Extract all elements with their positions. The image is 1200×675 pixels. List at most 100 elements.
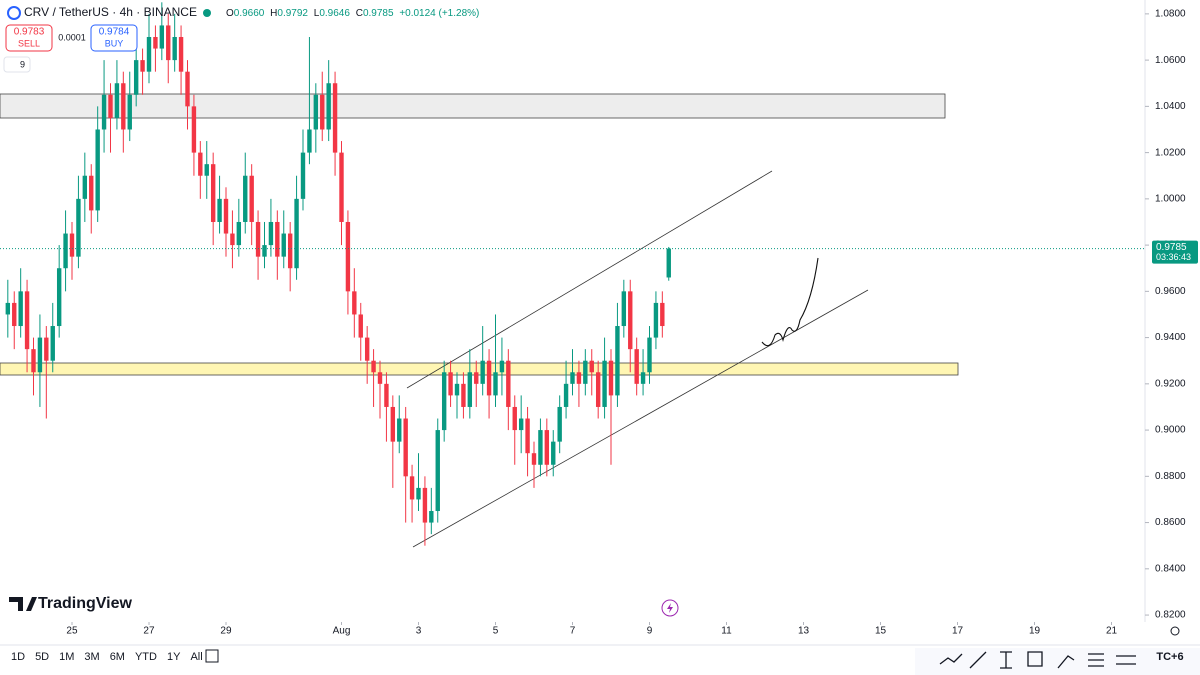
spread: 0.0001 bbox=[58, 32, 86, 42]
candle-body bbox=[429, 511, 434, 523]
candle-body bbox=[557, 406, 562, 442]
x-tick-label: 13 bbox=[798, 626, 810, 637]
countdown: 03:36:43 bbox=[1156, 252, 1191, 262]
candle-body bbox=[101, 94, 107, 130]
candle-body bbox=[153, 36, 158, 49]
x-tick-label: 7 bbox=[570, 626, 576, 637]
candle-body bbox=[602, 360, 607, 407]
candle-body bbox=[95, 129, 100, 211]
x-tick-label: 17 bbox=[952, 626, 964, 637]
candle-body bbox=[576, 372, 582, 384]
candle-body bbox=[525, 418, 530, 454]
candle-body bbox=[551, 441, 556, 465]
candle-body bbox=[660, 302, 665, 327]
candle-body bbox=[313, 94, 319, 130]
candle-body bbox=[326, 83, 331, 130]
candle-body bbox=[236, 221, 242, 246]
timezone[interactable]: TC+6 bbox=[1156, 651, 1183, 663]
last-price: 0.9785 bbox=[1156, 242, 1187, 253]
candle-body bbox=[89, 175, 94, 211]
candles bbox=[5, 2, 671, 546]
candle-body bbox=[474, 372, 479, 384]
settings-icon[interactable] bbox=[1170, 626, 1180, 636]
symbol-icon bbox=[7, 6, 21, 20]
indicator-count: 9 bbox=[20, 59, 25, 69]
candle-body bbox=[640, 372, 646, 384]
range-button[interactable]: 5D bbox=[35, 651, 49, 663]
candle-body bbox=[320, 94, 325, 130]
x-tick-label: 27 bbox=[143, 626, 155, 637]
candle-body bbox=[307, 129, 312, 153]
projection-sketch bbox=[761, 257, 819, 347]
candle-body bbox=[50, 326, 55, 361]
range-button[interactable]: 3M bbox=[84, 651, 99, 663]
range-button[interactable]: YTD bbox=[135, 651, 157, 663]
c-label: C bbox=[356, 8, 363, 19]
candle-body bbox=[480, 360, 485, 384]
date-range-icon[interactable] bbox=[205, 649, 219, 663]
range-button[interactable]: All bbox=[190, 651, 202, 663]
l-value: 0.9646 bbox=[319, 8, 350, 19]
candle-body bbox=[114, 83, 120, 118]
candle-body bbox=[531, 453, 537, 465]
candle-body bbox=[499, 360, 505, 373]
candle-body bbox=[82, 175, 88, 199]
x-tick-label: 21 bbox=[1106, 626, 1118, 637]
candle-body bbox=[653, 302, 659, 338]
y-tick-label: 1.0400 bbox=[1155, 101, 1186, 112]
range-button[interactable]: 6M bbox=[110, 651, 125, 663]
event-bolt bbox=[667, 603, 673, 613]
tool-icons[interactable] bbox=[939, 651, 1136, 669]
y-tick-label: 0.9600 bbox=[1155, 286, 1186, 297]
y-tick-label: 0.8600 bbox=[1155, 517, 1186, 528]
candle-body bbox=[121, 83, 126, 130]
y-tick-label: 0.9200 bbox=[1155, 378, 1186, 389]
x-tick-label: 11 bbox=[721, 626, 732, 637]
brand: TradingView bbox=[38, 595, 133, 612]
candle-body bbox=[204, 164, 209, 176]
range-button[interactable]: 1M bbox=[59, 651, 74, 663]
sell-price: 0.9783 bbox=[14, 27, 45, 38]
range-button[interactable]: 1D bbox=[11, 651, 25, 663]
candle-body bbox=[140, 60, 145, 72]
status-dot bbox=[203, 9, 211, 17]
candle-body bbox=[493, 372, 498, 396]
o-value: 0.9660 bbox=[234, 8, 265, 19]
y-tick-label: 1.0200 bbox=[1155, 147, 1186, 158]
candle-body bbox=[56, 268, 62, 327]
candle-body bbox=[454, 383, 460, 396]
channel-bottom bbox=[412, 289, 869, 548]
drawing-tools bbox=[915, 648, 1200, 675]
x-tick-label: 15 bbox=[875, 626, 887, 637]
candle-body bbox=[178, 36, 184, 72]
channel-top bbox=[406, 170, 773, 389]
sell-button[interactable] bbox=[5, 24, 53, 52]
y-tick-label: 1.0000 bbox=[1155, 193, 1186, 204]
buy-button[interactable] bbox=[90, 24, 138, 52]
y-tick-label: 0.8800 bbox=[1155, 471, 1186, 482]
candle-body bbox=[133, 60, 139, 95]
candle-body bbox=[544, 430, 550, 465]
candle-body bbox=[615, 326, 620, 396]
o-label: O bbox=[226, 8, 234, 19]
candle-body bbox=[628, 291, 633, 350]
indicator-toggle[interactable] bbox=[3, 56, 31, 73]
candle-body bbox=[300, 152, 306, 199]
range-buttons: 1D 5D 1M 3M 6M YTD 1Y All bbox=[11, 651, 203, 663]
candle-body bbox=[249, 175, 254, 222]
candle-body bbox=[538, 430, 543, 465]
candle-body bbox=[358, 314, 363, 338]
candle-body bbox=[63, 233, 68, 269]
y-tick-label: 0.9400 bbox=[1155, 332, 1186, 343]
candle-body bbox=[159, 25, 165, 49]
candle-body bbox=[281, 233, 286, 257]
candle-body bbox=[294, 198, 299, 269]
x-tick-label: 9 bbox=[647, 626, 653, 637]
range-button[interactable]: 1Y bbox=[167, 651, 181, 663]
candle-body bbox=[217, 198, 222, 222]
candle-body bbox=[422, 487, 428, 523]
candle-body bbox=[608, 360, 614, 396]
candle-body bbox=[589, 360, 594, 373]
